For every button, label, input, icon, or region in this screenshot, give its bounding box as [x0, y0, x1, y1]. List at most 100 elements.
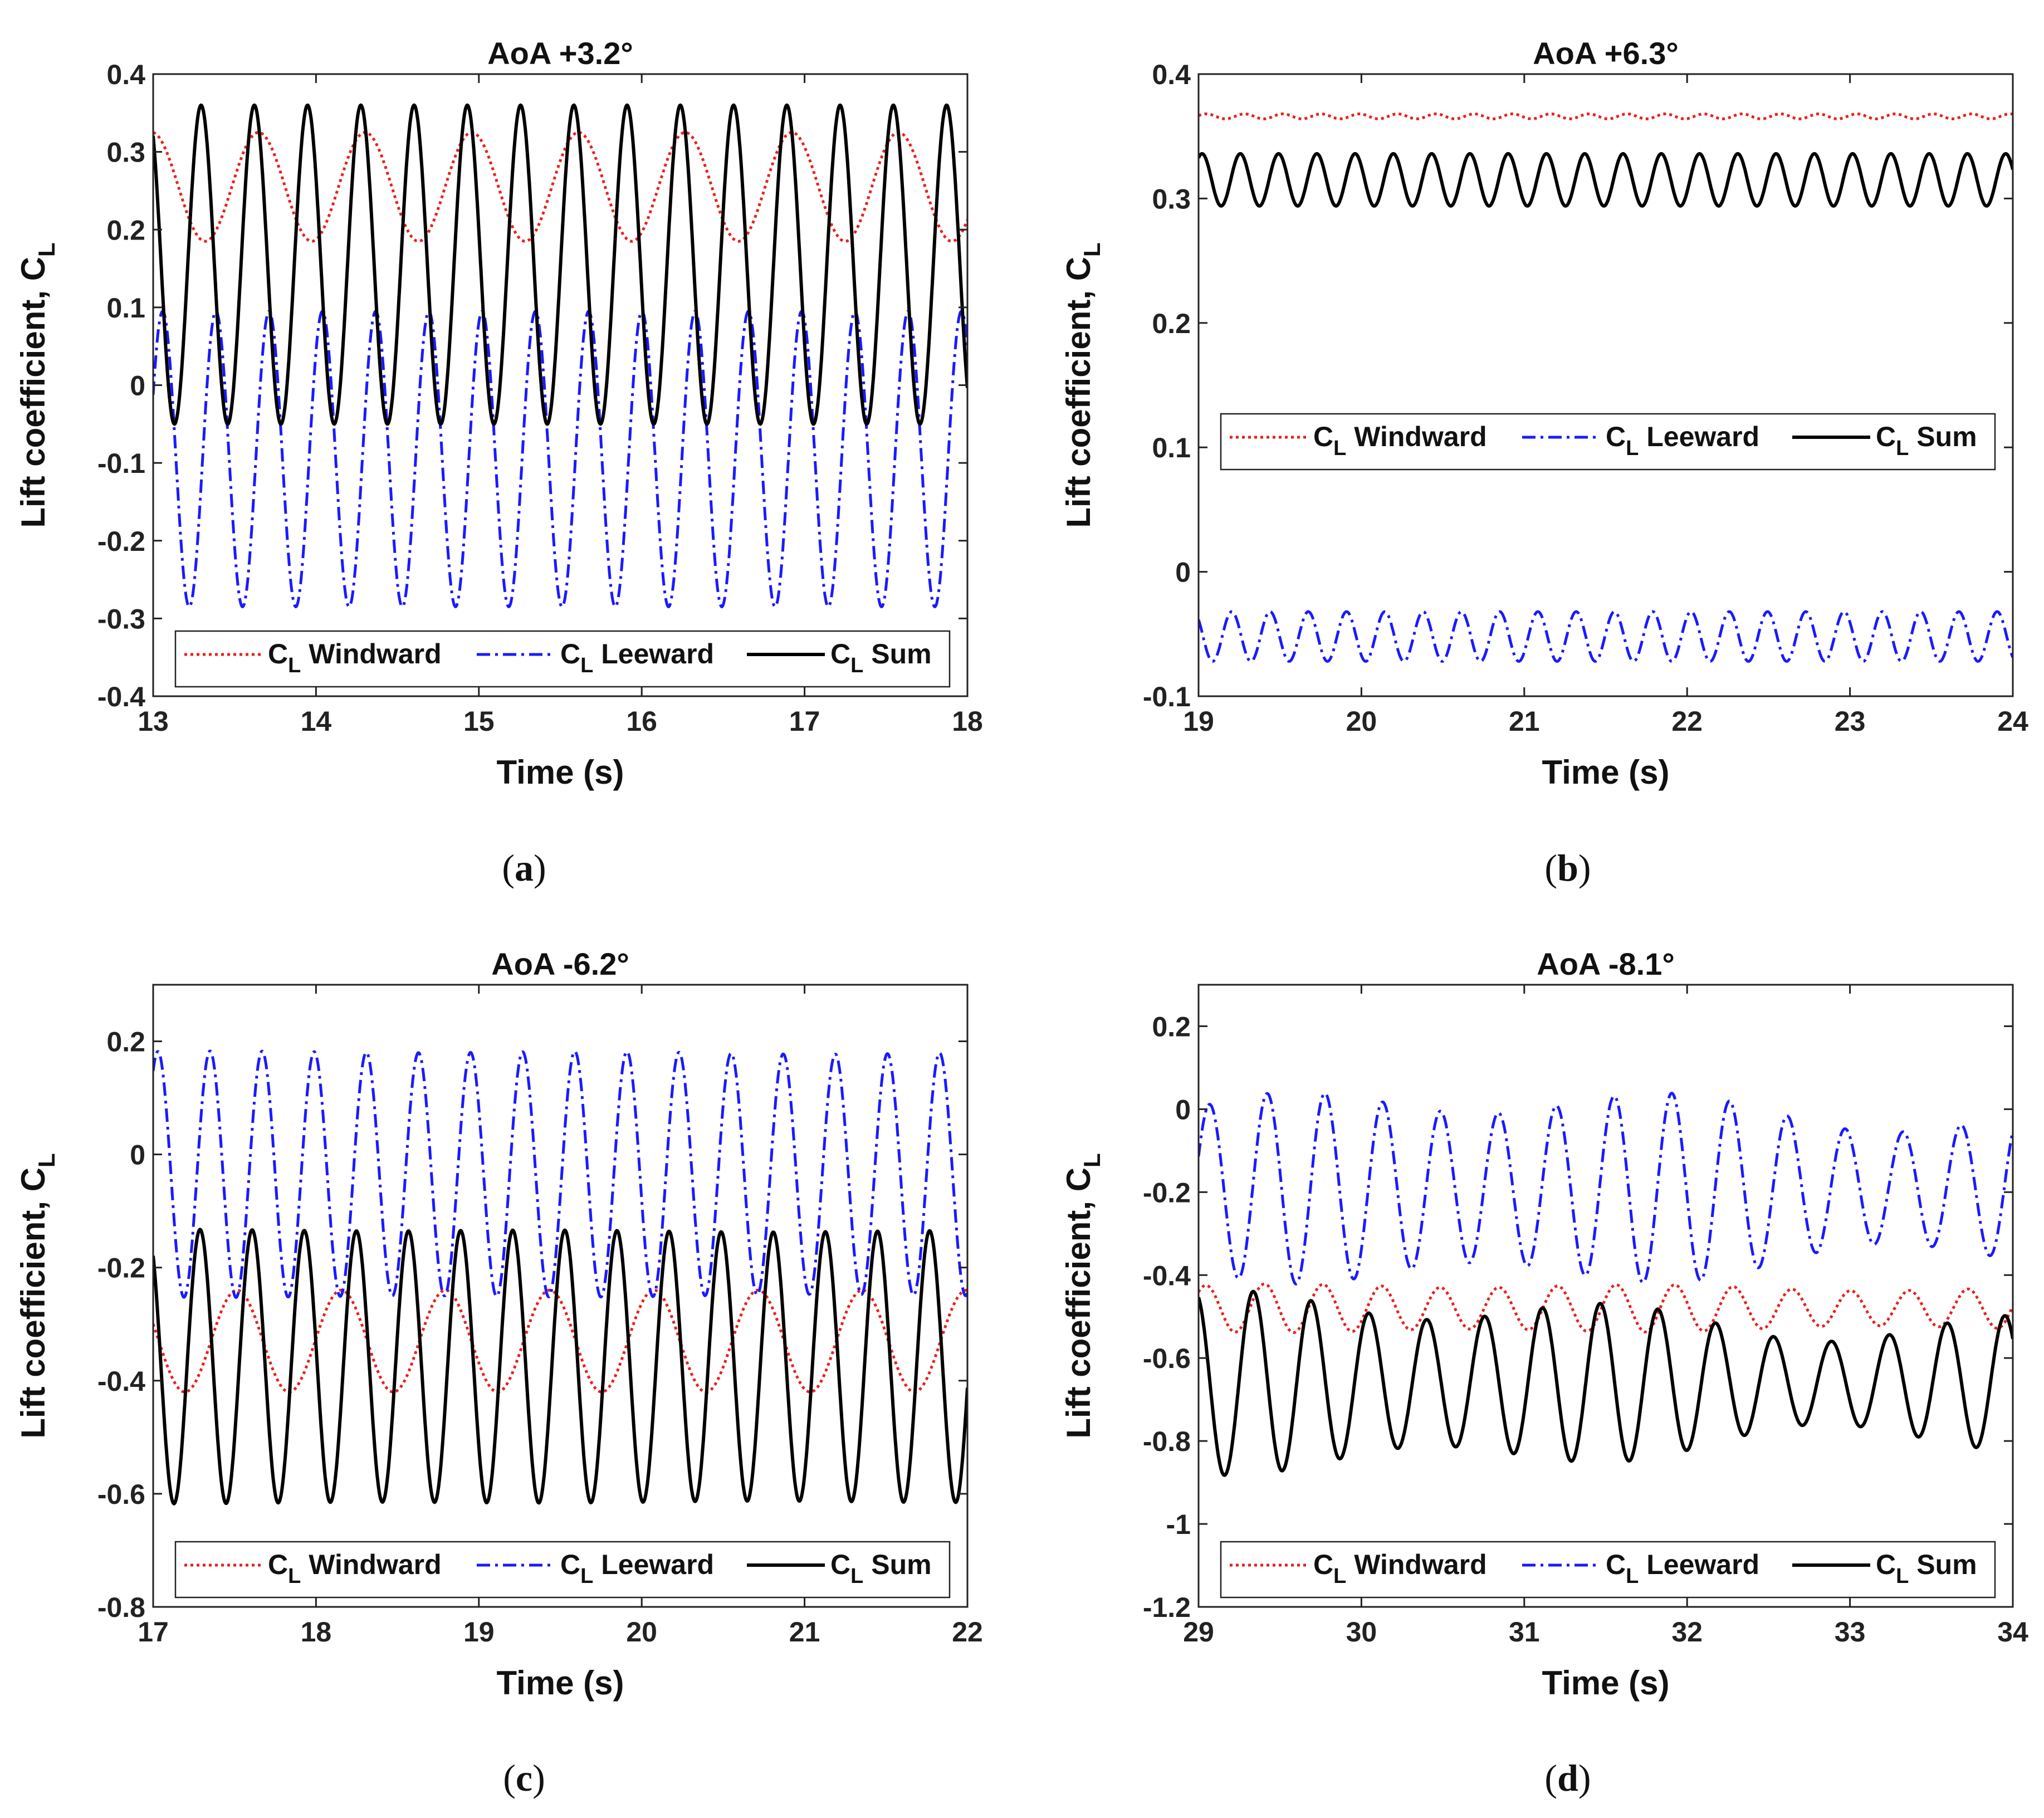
legend-label-sum: CL Sum	[830, 1549, 932, 1588]
legend-box	[174, 630, 951, 688]
x-tick-label: 17	[789, 706, 820, 737]
legend-label-leeward: CL Leeward	[1606, 421, 1759, 460]
y-tick-label: 0	[130, 370, 145, 402]
y-axis-label: Lift coefficient, CL	[14, 1153, 60, 1438]
y-tick-label: -0.1	[1143, 681, 1191, 712]
x-tick-label: 34	[1997, 1616, 2028, 1648]
y-tick-label: 0.3	[106, 137, 145, 168]
series-line-sum	[1199, 152, 2013, 208]
x-tick-label: 16	[626, 706, 657, 737]
y-tick-label: -1.2	[1143, 1592, 1191, 1623]
y-axis-label-sub: L	[33, 1153, 60, 1167]
legend-box	[174, 1541, 951, 1599]
y-tick-label: -0.6	[1143, 1343, 1191, 1374]
x-tick-label: 15	[463, 706, 495, 737]
y-axis-label-main: Lift coefficient, C	[1060, 1167, 1097, 1439]
plot-area	[1199, 74, 2013, 696]
plot-area	[153, 985, 967, 1607]
y-tick-label: 0.3	[1152, 183, 1191, 214]
series-line-windward	[1199, 113, 2013, 120]
x-tick-label: 23	[1835, 706, 1866, 737]
legend-label-leeward: CL Leeward	[1606, 1549, 1759, 1588]
chart-panel-a: 13 14 15 16 17 18 -0.4 -0.3 -0.2 -0.1 0 0.1 0.2 0.3 0.…	[14, 36, 983, 791]
series-line-sum	[1199, 1289, 2013, 1477]
x-tick-label: 29	[1183, 1616, 1214, 1648]
legend: CL Windward CL Leeward CL Sum	[1220, 413, 1996, 471]
x-tick-label: 17	[138, 1616, 169, 1648]
panel-caption: (c)	[503, 1757, 545, 1799]
y-tick-label: -0.2	[97, 526, 145, 557]
x-tick-label: 19	[463, 1616, 495, 1648]
y-tick-label: 0.2	[106, 214, 145, 246]
x-tick-label: 24	[1997, 706, 2028, 737]
x-tick-label: 13	[138, 706, 169, 737]
y-axis-label-main: Lift coefficient, C	[14, 1167, 52, 1439]
x-tick-label: 20	[1346, 706, 1377, 737]
y-axis-label-sub: L	[1079, 242, 1105, 257]
legend-label-windward: CL Windward	[268, 638, 442, 677]
series-line-sum	[153, 1227, 967, 1506]
x-tick-label: 21	[789, 1616, 820, 1648]
x-tick-label: 18	[301, 1616, 332, 1648]
legend-label-windward: CL Windward	[1313, 421, 1487, 460]
x-axis-label: Time (s)	[1542, 754, 1670, 791]
y-tick-label: -0.3	[97, 603, 145, 634]
chart-panel-c: 17 18 19 20 21 22 -0.8 -0.6 -0.4 -0.2 0 0.2 AoA -6.2…	[14, 946, 983, 1702]
y-tick-label: -0.4	[97, 1366, 145, 1397]
plot-frame	[152, 984, 969, 1608]
legend-box	[1220, 1541, 1996, 1599]
series-line-leeward	[153, 1049, 967, 1299]
y-tick-label: -0.4	[1143, 1260, 1191, 1291]
chart-panel-b: 19 20 21 22 23 24 -0.1 0 0.1 0.2 0.3 0.4 AoA +6.3° Ti…	[1060, 36, 2028, 791]
x-tick-label: 14	[301, 706, 332, 737]
x-axis-label: Time (s)	[1542, 1664, 1670, 1702]
x-tick-label: 33	[1835, 1616, 1866, 1648]
legend-label-windward: CL Windward	[1313, 1549, 1487, 1588]
series-line-windward	[153, 131, 967, 243]
chart-title: AoA -8.1°	[1537, 946, 1674, 981]
x-tick-label: 22	[952, 1616, 983, 1648]
y-axis-label-sub: L	[33, 242, 60, 257]
panel-caption: (d)	[1544, 1757, 1591, 1799]
y-tick-label: 0.1	[106, 292, 145, 324]
legend: CL Windward CL Leeward CL Sum	[174, 1541, 951, 1599]
x-tick-label: 31	[1509, 1616, 1540, 1648]
legend-label-leeward: CL Leeward	[560, 638, 714, 677]
y-axis-label-sub: L	[1079, 1153, 1105, 1167]
y-tick-label: -0.2	[1143, 1177, 1191, 1208]
legend-label-leeward: CL Leeward	[560, 1549, 714, 1588]
chart-title: AoA +6.3°	[1533, 36, 1679, 71]
x-tick-label: 18	[952, 706, 983, 737]
legend: CL Windward CL Leeward CL Sum	[1220, 1541, 1996, 1599]
y-tick-label: 0.4	[106, 59, 145, 90]
legend: CL Windward CL Leeward CL Sum	[174, 630, 951, 688]
y-tick-label: -0.8	[1143, 1426, 1191, 1457]
x-tick-label: 19	[1183, 706, 1214, 737]
y-tick-label: 0.4	[1152, 59, 1191, 90]
y-tick-label: 0.2	[1152, 308, 1191, 339]
y-tick-label: -0.1	[97, 448, 145, 479]
series-line-leeward	[1199, 1091, 2013, 1286]
y-tick-label: -0.6	[97, 1479, 145, 1510]
y-tick-label: -0.2	[97, 1253, 145, 1284]
chart-title: AoA +3.2°	[487, 36, 633, 71]
x-tick-label: 30	[1346, 1616, 1377, 1648]
y-tick-label: 0.2	[1152, 1011, 1191, 1042]
legend-label-windward: CL Windward	[268, 1549, 442, 1588]
y-tick-label: -1	[1166, 1509, 1191, 1540]
chart-title: AoA -6.2°	[491, 946, 629, 981]
x-tick-label: 22	[1671, 706, 1703, 737]
x-tick-label: 32	[1671, 1616, 1703, 1648]
legend-box	[1220, 413, 1996, 471]
y-axis-label-main: Lift coefficient, C	[1060, 257, 1097, 528]
legend-label-sum: CL Sum	[1876, 1549, 1977, 1588]
x-tick-label: 20	[626, 1616, 657, 1648]
y-tick-label: 0	[130, 1140, 145, 1171]
y-tick-label: 0.1	[1152, 432, 1191, 463]
plot-frame	[1197, 73, 2014, 697]
series-line-leeward	[1199, 610, 2013, 663]
y-tick-label: -0.8	[97, 1592, 145, 1623]
x-axis-label: Time (s)	[497, 1664, 624, 1702]
y-axis-label: Lift coefficient, CL	[14, 242, 60, 527]
